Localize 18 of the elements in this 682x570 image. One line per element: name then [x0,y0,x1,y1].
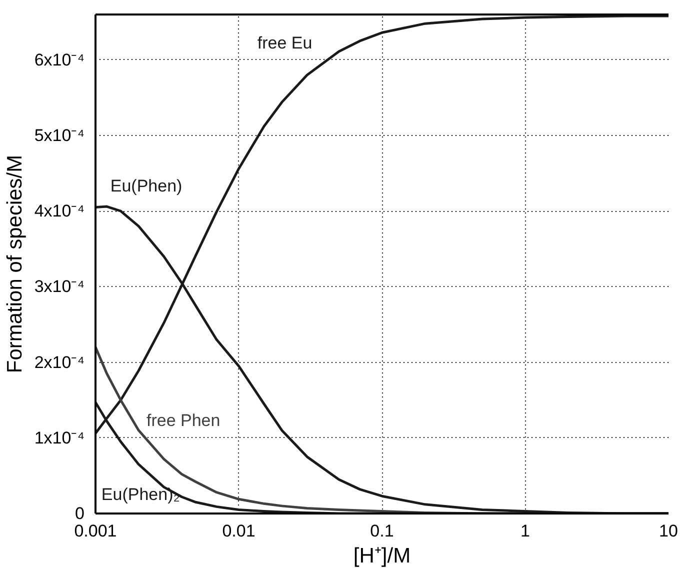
y-tick-label: 4x10⁻⁴ [34,202,85,221]
x-axis-title: [H⁺]/M [353,544,411,568]
x-tick-label: 1 [520,522,530,540]
series-label: Eu(Phen)₂ [101,485,180,504]
y-tick-label: 0 [75,504,85,523]
x-tick-label: 0.01 [222,522,256,540]
y-tick-label: 3x10⁻⁴ [34,277,85,296]
y-tick-label: 5x10⁻⁴ [34,126,85,145]
y-axis-title: Formation of species/M [3,154,26,374]
x-tick-label: 10 [659,522,678,540]
y-tick-label: 1x10⁻⁴ [34,428,85,448]
series-label: Eu(Phen) [110,176,182,196]
y-tick-label: 2x10⁻⁴ [34,352,85,372]
x-tick-label: 0.1 [370,522,394,540]
series-label: free Eu [257,34,312,53]
x-tick-label: 0.001 [74,522,117,540]
series-label: free Phen [146,411,220,430]
y-tick-label: 6x10⁻⁴ [34,50,85,70]
